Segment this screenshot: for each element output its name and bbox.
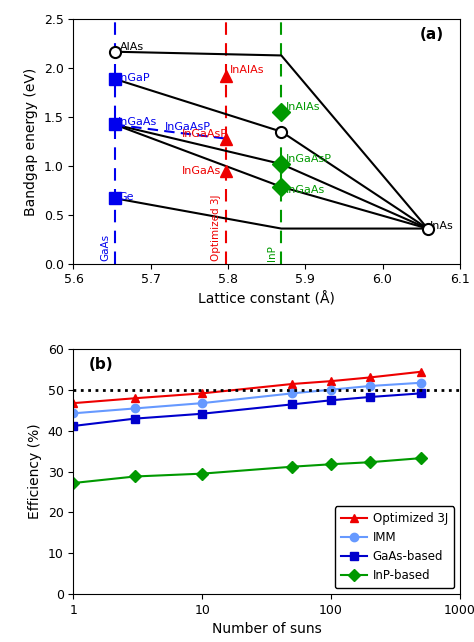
- Text: AlAs: AlAs: [120, 42, 144, 51]
- InP-based: [132, 473, 138, 480]
- Optimized 3J: [200, 390, 205, 397]
- IMM: [418, 379, 424, 386]
- Y-axis label: Bandgap energy (eV): Bandgap energy (eV): [24, 67, 38, 216]
- IMM: [132, 404, 138, 412]
- Legend: Optimized 3J, IMM, GaAs-based, InP-based: Optimized 3J, IMM, GaAs-based, InP-based: [335, 507, 454, 588]
- X-axis label: Number of suns: Number of suns: [212, 622, 321, 636]
- Text: InGaAs: InGaAs: [286, 186, 325, 195]
- GaAs-based: [200, 410, 205, 417]
- X-axis label: Lattice constant (Å): Lattice constant (Å): [198, 292, 335, 306]
- Text: InGaAsP: InGaAsP: [164, 122, 210, 132]
- InP-based: [418, 455, 424, 462]
- Text: InGaAs: InGaAs: [182, 166, 221, 176]
- Text: InGaAsP: InGaAsP: [182, 128, 228, 139]
- IMM: [367, 382, 373, 390]
- GaAs-based: [290, 401, 295, 408]
- Text: InGaAs: InGaAs: [118, 117, 157, 127]
- GaAs-based: [328, 396, 334, 404]
- Optimized 3J: [71, 399, 76, 407]
- Text: InP: InP: [266, 245, 276, 261]
- GaAs-based: [367, 393, 373, 401]
- InP-based: [200, 470, 205, 478]
- Text: InAlAs: InAlAs: [230, 65, 265, 75]
- Optimized 3J: [132, 394, 138, 402]
- InP-based: [367, 458, 373, 466]
- Optimized 3J: [328, 377, 334, 385]
- Text: Ge: Ge: [118, 192, 134, 202]
- Text: InAlAs: InAlAs: [286, 102, 320, 112]
- Line: IMM: IMM: [69, 379, 425, 417]
- IMM: [71, 410, 76, 417]
- Text: GaAs: GaAs: [100, 234, 110, 261]
- Optimized 3J: [418, 368, 424, 376]
- Text: (a): (a): [420, 26, 444, 42]
- Text: InGaP: InGaP: [118, 73, 151, 83]
- IMM: [328, 386, 334, 394]
- Y-axis label: Efficiency (%): Efficiency (%): [28, 424, 42, 519]
- Text: InGaAsP: InGaAsP: [286, 154, 332, 164]
- Line: InP-based: InP-based: [69, 454, 425, 487]
- Line: Optimized 3J: Optimized 3J: [69, 368, 425, 407]
- Text: InAs: InAs: [429, 221, 454, 230]
- IMM: [200, 399, 205, 407]
- GaAs-based: [71, 422, 76, 429]
- InP-based: [71, 479, 76, 487]
- InP-based: [290, 463, 295, 471]
- Text: (b): (b): [89, 357, 114, 372]
- IMM: [290, 390, 295, 397]
- GaAs-based: [418, 390, 424, 397]
- Line: GaAs-based: GaAs-based: [69, 389, 425, 430]
- Optimized 3J: [367, 374, 373, 381]
- GaAs-based: [132, 415, 138, 422]
- Text: Optimized 3J: Optimized 3J: [211, 195, 221, 261]
- InP-based: [328, 460, 334, 468]
- Optimized 3J: [290, 380, 295, 388]
